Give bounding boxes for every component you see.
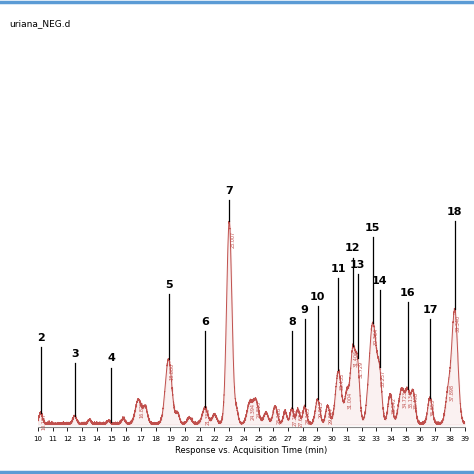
Text: 8: 8 bbox=[288, 317, 296, 327]
Text: 33.942: 33.942 bbox=[391, 397, 396, 414]
Text: 5: 5 bbox=[165, 280, 173, 290]
Text: 18: 18 bbox=[447, 207, 463, 217]
Text: 23.007: 23.007 bbox=[230, 231, 235, 248]
Text: 35.134: 35.134 bbox=[409, 391, 414, 408]
Text: 29.013: 29.013 bbox=[319, 401, 324, 418]
Text: 31.004: 31.004 bbox=[348, 392, 353, 409]
Text: 2: 2 bbox=[37, 333, 45, 343]
Text: 26.128: 26.128 bbox=[276, 407, 281, 424]
Text: 38.340: 38.340 bbox=[456, 315, 461, 332]
Text: 35.498: 35.498 bbox=[414, 392, 419, 409]
Text: 36.653: 36.653 bbox=[431, 399, 436, 416]
Text: 27.258: 27.258 bbox=[293, 409, 298, 426]
Text: 10: 10 bbox=[310, 292, 325, 302]
Text: 15: 15 bbox=[365, 223, 381, 233]
Text: 24.810: 24.810 bbox=[257, 401, 262, 418]
Text: 3: 3 bbox=[71, 349, 79, 359]
Text: 13: 13 bbox=[350, 260, 365, 270]
Text: 11: 11 bbox=[331, 264, 346, 274]
Text: 28.135: 28.135 bbox=[306, 407, 311, 424]
Text: 17: 17 bbox=[422, 305, 438, 315]
Text: 30.433: 30.433 bbox=[339, 373, 345, 390]
Text: 21.358: 21.358 bbox=[206, 408, 211, 425]
Text: 27.674: 27.674 bbox=[299, 410, 304, 427]
Text: 34.723: 34.723 bbox=[402, 391, 408, 408]
Text: 24.394: 24.394 bbox=[251, 403, 255, 420]
Text: 14: 14 bbox=[372, 276, 388, 286]
Text: uriana_NEG.d: uriana_NEG.d bbox=[9, 19, 71, 28]
Text: 7: 7 bbox=[225, 186, 233, 196]
Text: 16.825: 16.825 bbox=[139, 401, 145, 418]
Text: 18.880: 18.880 bbox=[170, 363, 174, 380]
Text: 6: 6 bbox=[201, 317, 209, 327]
Text: 37.898: 37.898 bbox=[449, 384, 455, 401]
Text: 33.237: 33.237 bbox=[381, 370, 386, 387]
Text: 29.694: 29.694 bbox=[328, 407, 334, 424]
Text: 4: 4 bbox=[108, 354, 115, 364]
Text: 16: 16 bbox=[400, 288, 416, 298]
Text: 31.729: 31.729 bbox=[359, 361, 364, 378]
Text: 12: 12 bbox=[345, 244, 361, 254]
Text: 9: 9 bbox=[301, 305, 309, 315]
Text: 10.187: 10.187 bbox=[42, 413, 47, 430]
Text: 32.764: 32.764 bbox=[374, 328, 379, 346]
X-axis label: Response vs. Acquisition Time (min): Response vs. Acquisition Time (min) bbox=[175, 446, 328, 455]
Text: 31.406: 31.406 bbox=[354, 350, 359, 367]
